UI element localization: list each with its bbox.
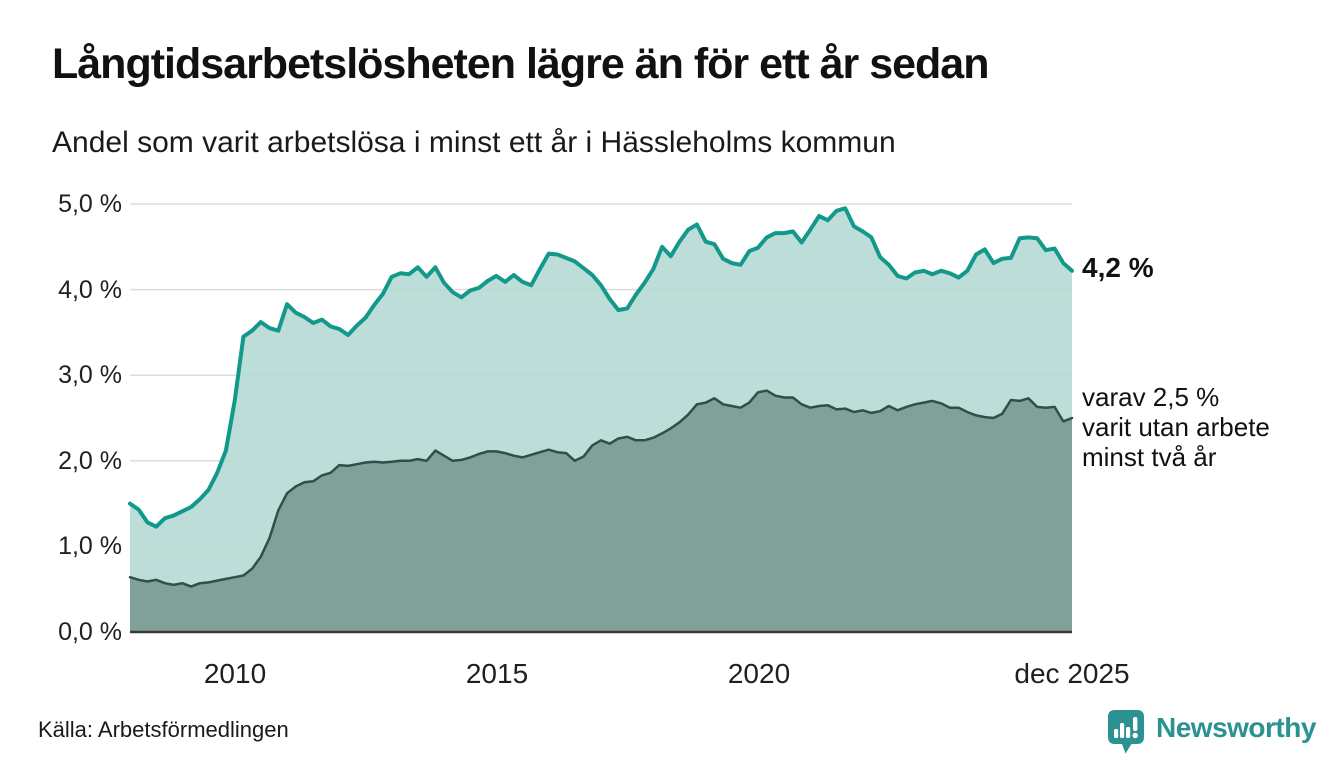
newsworthy-logo: Newsworthy (1106, 708, 1316, 758)
newsworthy-logo-icon (1108, 710, 1144, 754)
x-tick-label: 2010 (203, 658, 267, 689)
y-tick-label: 2,0 % (58, 446, 122, 475)
series-1-line (128, 206, 1074, 529)
y-tick-label: 0,0 % (58, 618, 122, 646)
x-tick-label: dec 2025 (1014, 658, 1130, 689)
series-2-line (128, 389, 1074, 588)
y-tick-label: 5,0 % (58, 190, 122, 218)
chart-subtitle: Andel som varit arbetslösa i minst ett å… (52, 126, 896, 159)
y-tick-label: 3,0 % (58, 361, 122, 390)
series-2-area (130, 390, 1072, 632)
source-caption: Källa: Arbetsförmedlingen (38, 717, 289, 742)
x-tick-label: 2015 (465, 658, 529, 689)
latest-value-annotation: 4,2 % (1082, 252, 1154, 283)
page-title: Långtidsarbetslösheten lägre än för ett … (52, 40, 989, 88)
y-tick-label: 1,0 % (58, 532, 122, 561)
secondary-series-annotation: varav 2,5 % varit utan arbete minst två … (1082, 382, 1270, 472)
x-tick-label: 2020 (727, 658, 791, 689)
y-tick-label: 4,0 % (58, 275, 122, 304)
series-1-area (130, 208, 1072, 633)
newsworthy-wordmark: Newsworthy (1156, 712, 1316, 743)
